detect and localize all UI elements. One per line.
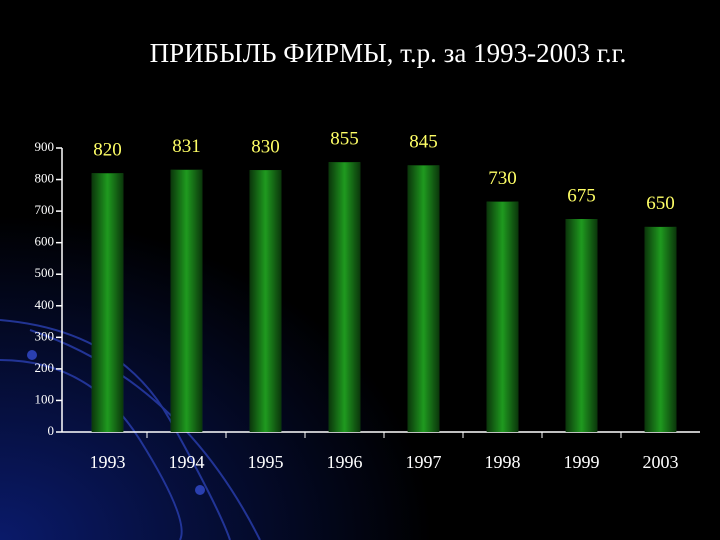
bar-shading (328, 162, 361, 432)
decoration (0, 319, 261, 540)
y-tick-label: 400 (35, 297, 55, 312)
bar-shading (249, 170, 282, 433)
y-tick-label: 600 (35, 234, 55, 249)
y-tick-label: 900 (35, 139, 55, 154)
bar-shading (91, 173, 124, 432)
value-label: 855 (330, 129, 359, 150)
value-label: 730 (488, 168, 517, 189)
x-tick-label: 1995 (248, 452, 284, 472)
value-label: 675 (567, 185, 596, 206)
x-tick-label: 1993 (90, 452, 126, 472)
y-tick-label: 0 (48, 423, 55, 438)
bar-shading (486, 201, 519, 432)
chart-title: ПРИБЫЛЬ ФИРМЫ, т.р. за 1993-2003 г.г. (150, 38, 627, 68)
x-tick-label: 1994 (169, 452, 205, 472)
x-tick-label: 1997 (406, 452, 442, 472)
x-tick-label: 1998 (485, 452, 521, 472)
y-tick-label: 700 (35, 202, 55, 217)
y-tick-label: 500 (35, 265, 55, 280)
value-label: 845 (409, 132, 438, 153)
decoration-dot (27, 350, 37, 360)
bar-shading (565, 219, 598, 432)
bar-shading (644, 226, 677, 432)
value-label: 830 (251, 136, 280, 157)
value-label: 820 (93, 140, 122, 161)
y-tick-label: 100 (35, 391, 55, 406)
y-tick-label: 800 (35, 171, 55, 186)
bar-shading (170, 169, 203, 433)
y-tick-label: 200 (35, 360, 55, 375)
value-label: 831 (172, 136, 201, 157)
x-tick-label: 1996 (327, 452, 363, 472)
x-tick-label: 1999 (564, 452, 600, 472)
decoration-dot (195, 485, 205, 495)
x-tick-label: 2003 (643, 452, 679, 472)
y-tick-label: 300 (35, 328, 55, 343)
bar-shading (407, 165, 440, 432)
value-label: 650 (646, 193, 675, 214)
